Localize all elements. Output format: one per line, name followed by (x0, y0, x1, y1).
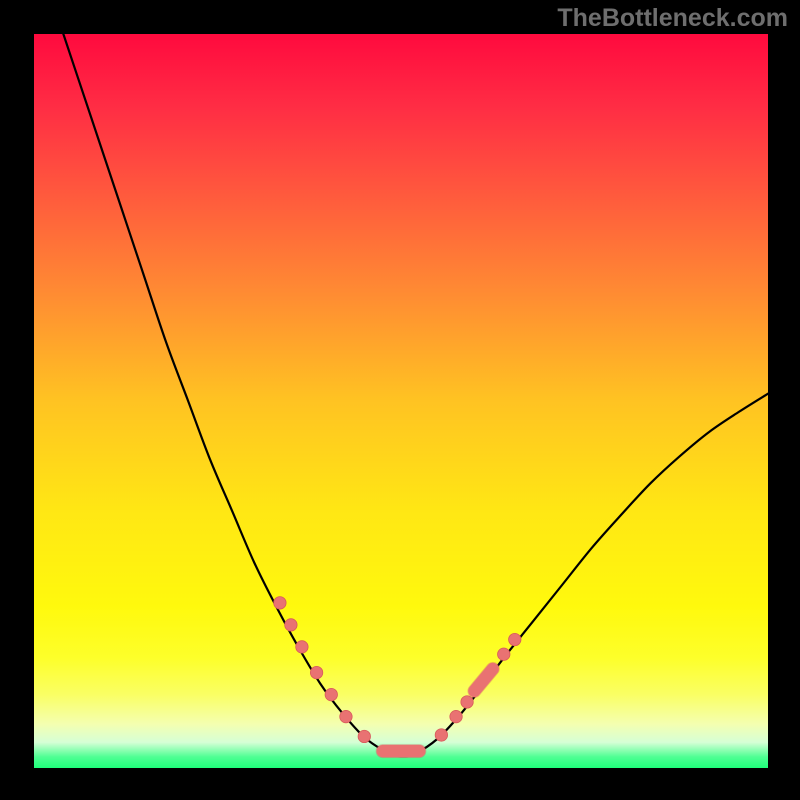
marker-dot (358, 730, 370, 742)
plot-svg (34, 34, 768, 768)
marker-dot (340, 710, 352, 722)
plot-area (34, 34, 768, 768)
marker-dot (435, 729, 447, 741)
marker-dot (310, 666, 322, 678)
marker-dot (461, 696, 473, 708)
gradient-background (34, 34, 768, 768)
marker-dot (296, 641, 308, 653)
marker-dot (498, 648, 510, 660)
marker-dot (274, 597, 286, 609)
marker-dot (509, 633, 521, 645)
marker-dot (325, 688, 337, 700)
watermark-text: TheBottleneck.com (557, 4, 788, 33)
marker-dot (450, 710, 462, 722)
marker-dot (285, 619, 297, 631)
chart-container: TheBottleneck.com (0, 0, 800, 800)
